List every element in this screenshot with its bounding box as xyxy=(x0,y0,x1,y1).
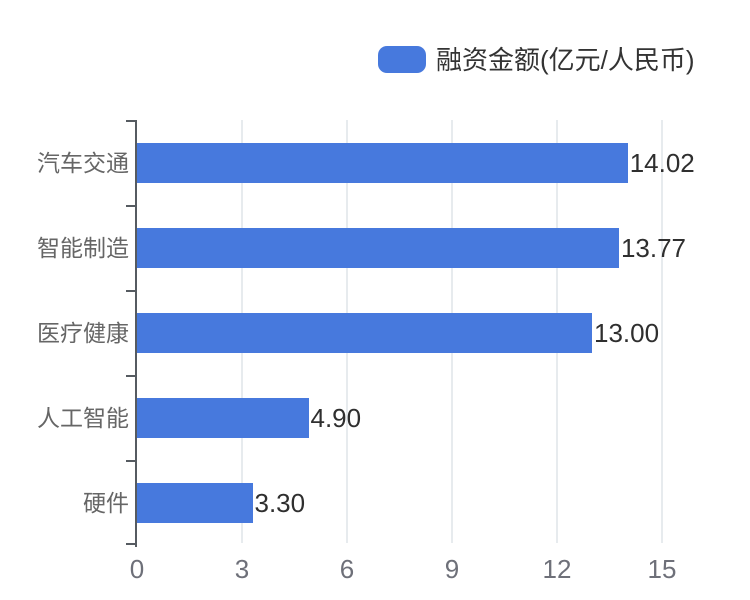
y-axis-tick xyxy=(126,460,135,462)
bar-value-label: 13.77 xyxy=(620,232,687,263)
category-label: 汽车交通 xyxy=(37,149,129,176)
y-axis-tick xyxy=(126,375,135,377)
bar-value-label: 3.30 xyxy=(254,487,306,518)
category-label: 硬件 xyxy=(83,489,129,516)
x-tick-label: 12 xyxy=(542,554,572,584)
bar[interactable] xyxy=(137,482,253,523)
bar[interactable] xyxy=(137,312,592,353)
x-tick-label: 15 xyxy=(647,554,677,584)
category-label: 医疗健康 xyxy=(37,319,129,346)
bar[interactable] xyxy=(137,227,619,268)
legend-label: 融资金额(亿元/人民币) xyxy=(436,44,695,75)
x-tick-label: 0 xyxy=(129,554,145,584)
y-axis-tick xyxy=(126,290,135,292)
plot-area: 14.02 汽车交通 13.77 智能制造 13.00 医疗健康 4.90 人工智能 3.30 硬… xyxy=(37,120,695,584)
category-label: 人工智能 xyxy=(37,404,129,431)
y-axis-tick xyxy=(126,543,135,545)
category-label: 智能制造 xyxy=(37,234,129,261)
y-axis-line xyxy=(135,120,137,547)
y-axis-tick xyxy=(126,120,135,122)
bar[interactable] xyxy=(137,397,309,438)
bar-value-label: 14.02 xyxy=(629,147,695,178)
y-axis-tick xyxy=(126,205,135,207)
x-tick-label: 3 xyxy=(234,554,250,584)
gridline xyxy=(661,120,663,543)
legend[interactable]: 融资金额(亿元/人民币) xyxy=(378,46,695,73)
x-tick-label: 9 xyxy=(444,554,460,584)
x-tick-label: 6 xyxy=(339,554,355,584)
bar-value-label: 4.90 xyxy=(310,402,362,433)
bar[interactable] xyxy=(137,142,628,183)
legend-marker-icon xyxy=(378,46,426,73)
bar-value-label: 13.00 xyxy=(594,317,660,348)
